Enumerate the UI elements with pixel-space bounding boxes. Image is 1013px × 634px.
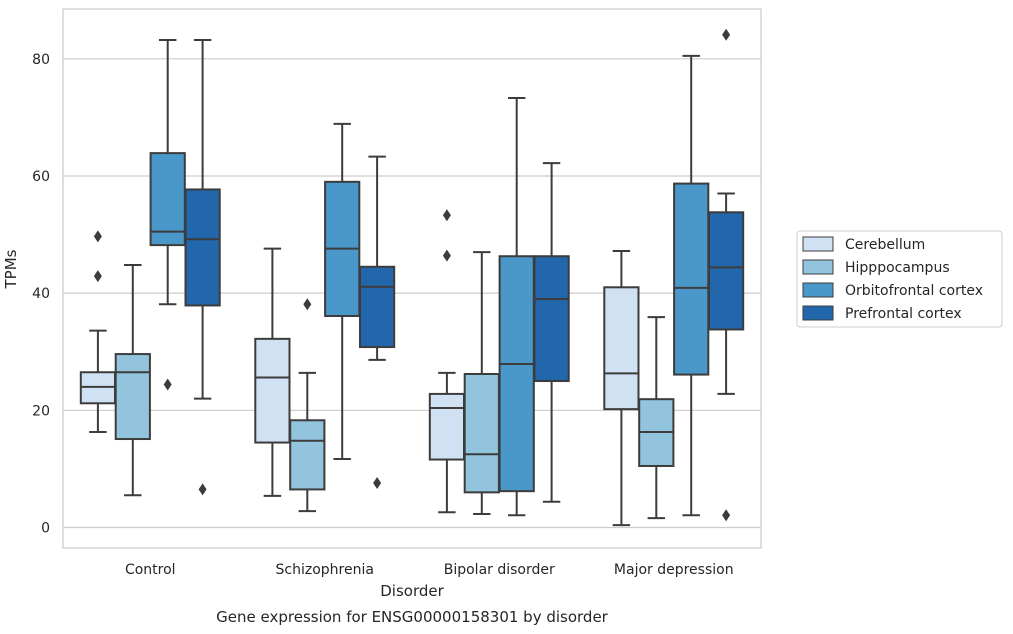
- legend: Cerebellum Hipppocampus Orbitofrontal cort…: [796, 230, 1003, 328]
- box-iqr: [463, 372, 500, 494]
- x-tick-label: Bipolar disorder: [444, 562, 555, 578]
- box-cerebellum: [254, 247, 291, 497]
- outlier-point: [373, 476, 382, 489]
- box-iqr: [533, 255, 570, 383]
- box-prefrontal-cortex: [358, 155, 396, 489]
- x-tick-label: Schizophrenia: [276, 562, 374, 578]
- outlier-point: [93, 270, 102, 283]
- y-tick-label: 0: [41, 520, 50, 536]
- y-tick-label: 80: [32, 52, 50, 68]
- box-prefrontal-cortex: [533, 162, 570, 503]
- y-axis-ticks: 0 20 40 60 80: [32, 52, 50, 537]
- box-iqr: [358, 265, 396, 349]
- box-orbitofrontal-cortex: [673, 54, 710, 517]
- box-orbitofrontal-cortex: [324, 122, 361, 460]
- legend-label: Cerebellum: [845, 237, 925, 253]
- legend-swatch: [802, 305, 834, 321]
- box-hipppocampus: [114, 264, 151, 497]
- box-cerebellum: [428, 209, 466, 514]
- box-prefrontal-cortex: [184, 39, 221, 496]
- box-cerebellum: [79, 230, 117, 433]
- y-tick-label: 40: [32, 286, 50, 302]
- box-iqr: [707, 211, 745, 331]
- y-tick-label: 60: [32, 169, 50, 185]
- y-axis-label: TPMs: [2, 249, 20, 289]
- box-cerebellum: [603, 249, 640, 527]
- outlier-point: [303, 298, 312, 311]
- box-hipppocampus: [289, 298, 326, 513]
- box-iqr: [673, 182, 710, 376]
- legend-label: Hipppocampus: [845, 260, 950, 276]
- outlier-point: [93, 230, 102, 243]
- x-axis-ticks: Control Schizophrenia Bipolar disorder Majo…: [125, 562, 734, 578]
- outlier-point: [442, 249, 451, 262]
- legend-label: Prefrontal cortex: [845, 306, 962, 322]
- box-prefrontal-cortex: [707, 28, 745, 522]
- outlier-point: [722, 509, 731, 522]
- box-iqr: [428, 392, 466, 461]
- chart-title: Gene expression for ENSG00000158301 by d…: [216, 608, 609, 626]
- box-iqr: [184, 188, 221, 307]
- outlier-point: [722, 28, 731, 41]
- plot-frame: [62, 8, 762, 549]
- outlier-point: [163, 378, 172, 391]
- legend-swatch: [802, 236, 834, 252]
- box-groups: [79, 28, 745, 527]
- outlier-point: [198, 483, 207, 496]
- y-tick-label: 20: [32, 403, 50, 419]
- x-tick-label: Control: [125, 562, 176, 578]
- box-hipppocampus: [638, 316, 675, 520]
- box-hipppocampus: [463, 251, 500, 516]
- legend-swatch: [802, 282, 834, 298]
- box-iqr: [114, 353, 151, 441]
- box-iqr: [254, 337, 291, 444]
- box-orbitofrontal-cortex: [498, 97, 535, 517]
- legend-label: Orbitofrontal cortex: [845, 283, 983, 299]
- box-orbitofrontal-cortex: [149, 39, 186, 391]
- legend-frame: [796, 230, 1003, 328]
- x-tick-label: Major depression: [614, 562, 734, 578]
- x-axis-label: Disorder: [380, 582, 444, 600]
- outlier-point: [442, 209, 451, 222]
- legend-swatch: [802, 259, 834, 275]
- box-iqr: [603, 286, 640, 411]
- box-iqr: [498, 255, 535, 493]
- box-iqr: [289, 419, 326, 491]
- box-iqr: [149, 152, 186, 247]
